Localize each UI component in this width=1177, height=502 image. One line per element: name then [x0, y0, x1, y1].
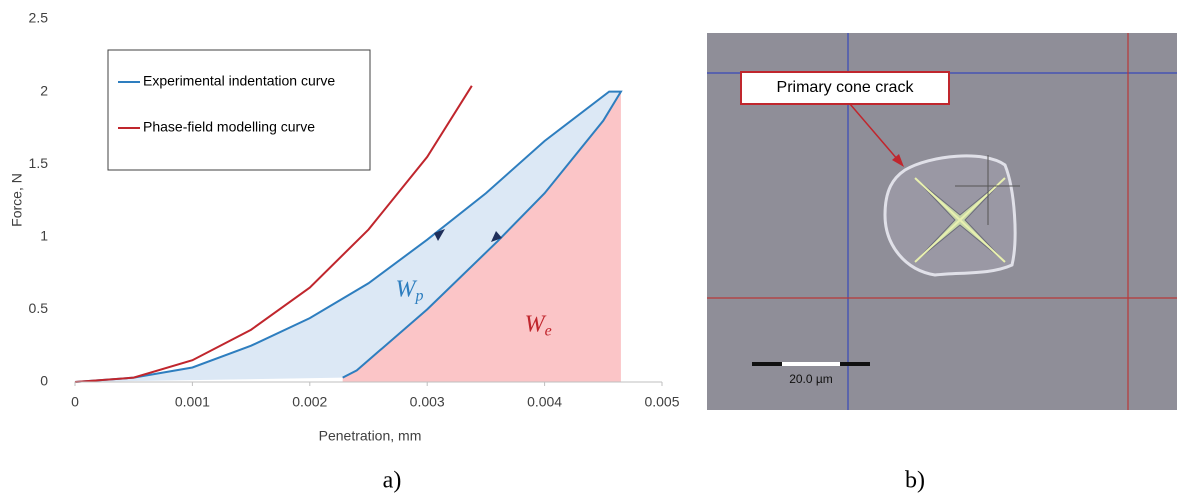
scale-bar [782, 362, 840, 366]
callout-text: Primary cone crack [777, 79, 915, 96]
x-tick-label: 0.005 [644, 394, 679, 410]
y-tick-label: 1 [40, 228, 48, 244]
series-line [74, 90, 623, 383]
x-tick-label: 0 [71, 394, 79, 410]
y-tick-label: 1.5 [29, 155, 49, 171]
callout-arrow [849, 103, 899, 161]
x-axis-label: Penetration, mm [319, 428, 422, 444]
legend-label: Experimental indentation curve [143, 73, 335, 89]
y-axis-label: Force, N [9, 173, 25, 227]
x-tick-label: 0.002 [292, 394, 327, 410]
unloading-area [342, 91, 621, 382]
indent-diagonal [914, 177, 1006, 263]
scale-bar-label: 20.0 µm [789, 372, 833, 386]
x-tick-label: 0.001 [175, 394, 210, 410]
x-tick-label: 0.004 [527, 394, 562, 410]
y-tick-label: 0.5 [29, 300, 49, 316]
legend-label: Phase-field modelling curve [143, 119, 315, 135]
direction-arrow [434, 229, 445, 241]
annotation-text: W [396, 276, 418, 302]
legend-box [107, 49, 371, 171]
callout-box [740, 71, 950, 105]
plot: 0 0.001 0.002 0.003 0.004 0.005 0 0.5 1 1.5 2 2.5 Wp… [29, 10, 680, 410]
direction-arrow [491, 231, 502, 242]
annotation-subscript: p [415, 287, 424, 304]
annotation: Wp [396, 276, 424, 304]
callout-arrowhead [892, 154, 904, 167]
micrograph: Primary cone crack 20.0 µm [707, 33, 1177, 410]
caption: a) [383, 468, 402, 494]
y-tick-label: 2.5 [29, 10, 49, 26]
annotation: We [525, 311, 552, 339]
y-tick-label: 2 [40, 82, 48, 98]
annotation-text: W [525, 311, 547, 337]
x-tick-label: 0.003 [410, 394, 445, 410]
caption: b) [905, 468, 925, 494]
series-line [74, 85, 473, 383]
y-tick-label: 0 [40, 373, 48, 389]
loading-area [75, 91, 621, 382]
annotation-subscript: e [545, 322, 552, 339]
